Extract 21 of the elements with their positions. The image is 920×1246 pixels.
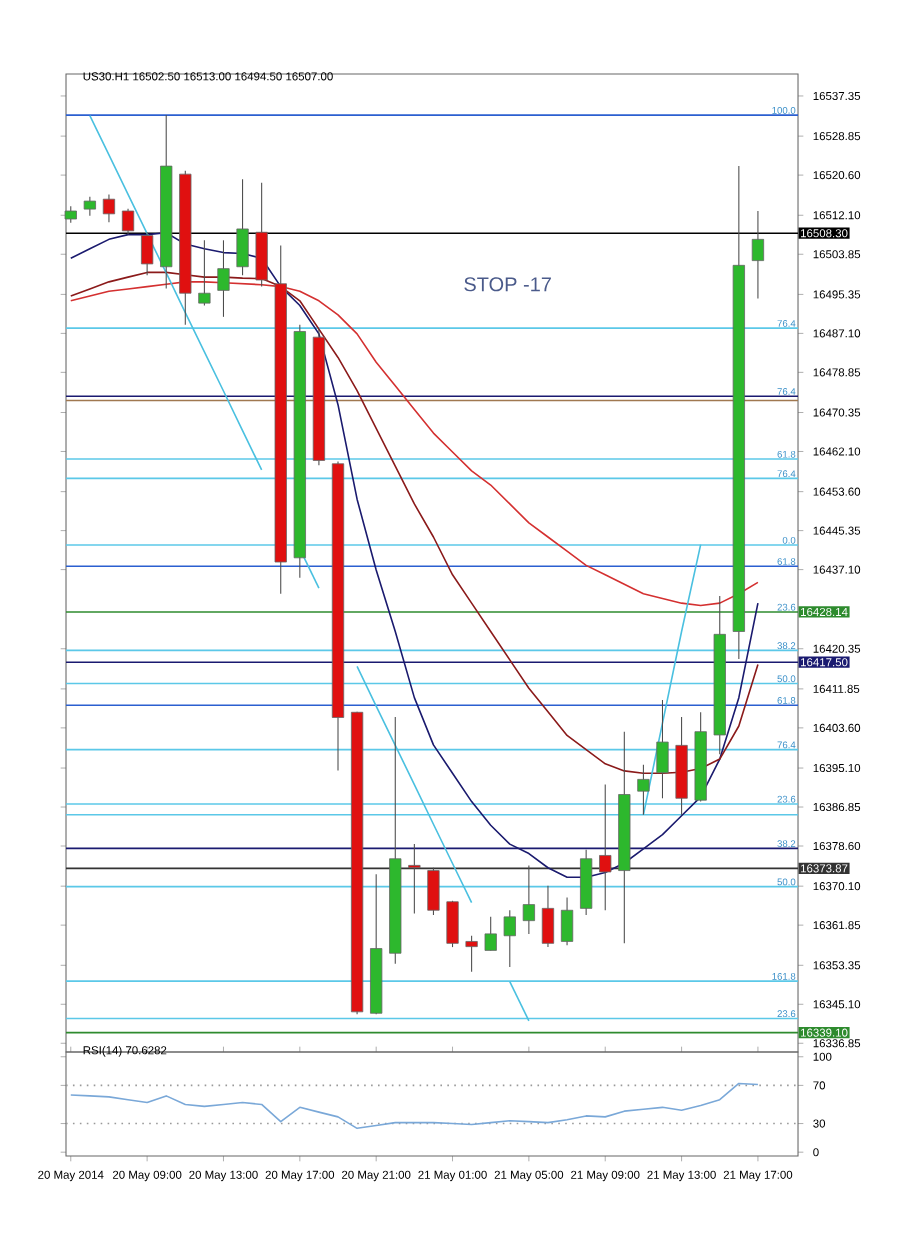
candlestick [560,896,574,946]
candlestick [656,699,669,799]
candlestick [637,764,650,816]
candlestick [503,909,516,968]
candlestick [541,885,555,948]
candlestick [83,196,96,217]
candlestick [236,178,249,276]
candlestick [198,239,211,307]
candlestick [141,231,154,276]
candlestick [465,935,478,973]
candlestick [102,193,116,223]
annotation: STOP -17 [464,277,551,292]
candlestick [217,239,230,318]
candlestick [255,182,268,288]
candlestick [599,784,612,911]
line-series [642,543,702,816]
candlestick [751,210,765,299]
candlestick [446,900,459,948]
candlestick [484,916,497,951]
candlestick [522,864,535,935]
candlestick [121,208,135,236]
